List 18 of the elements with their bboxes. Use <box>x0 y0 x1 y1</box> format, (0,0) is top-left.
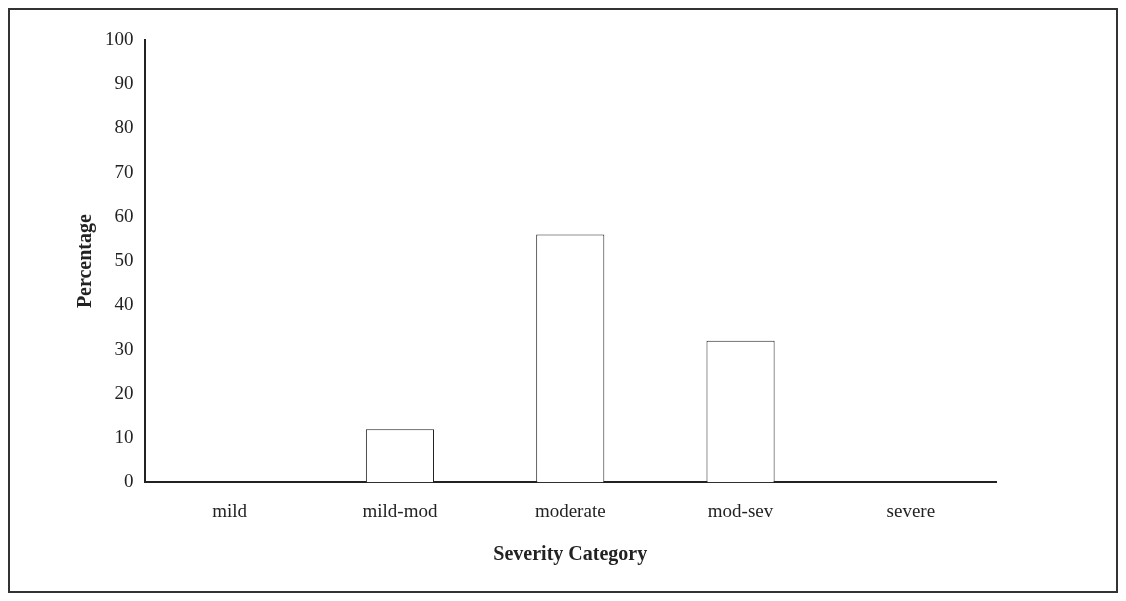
x-tick-label: mild-mod <box>362 499 438 521</box>
y-axis-title: Percentage <box>73 213 97 309</box>
y-tick-label: 0 <box>124 470 134 492</box>
y-tick-label: 10 <box>114 425 134 447</box>
y-tick-label: 20 <box>114 381 134 403</box>
x-axis-title: Severity Category <box>493 542 648 566</box>
y-tick-label: 40 <box>114 293 134 315</box>
y-tick-label: 70 <box>114 160 134 182</box>
y-tick-label: 30 <box>114 337 134 359</box>
x-tick-label: moderate <box>534 499 606 521</box>
y-tick-label: 80 <box>114 116 134 138</box>
y-tick-label: 50 <box>114 249 134 271</box>
x-tick-label: mild <box>212 499 248 521</box>
y-tick-label: 90 <box>114 72 134 94</box>
x-tick-label: mod-sev <box>707 499 774 521</box>
y-tick-label: 60 <box>114 204 134 226</box>
x-tick-label: severe <box>886 499 936 521</box>
y-tick-label: 100 <box>105 27 134 49</box>
